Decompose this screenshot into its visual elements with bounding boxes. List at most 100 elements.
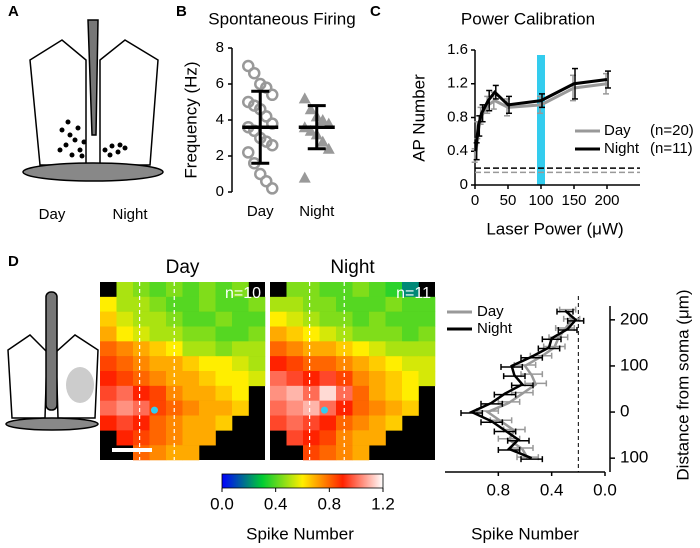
heatmap-cell: [303, 296, 320, 312]
soma-marker: [150, 406, 158, 414]
heatmap-cell: [232, 282, 249, 298]
schematic-a: [22, 19, 164, 182]
heatmap-cell: [199, 356, 216, 372]
heatmap-cell: [182, 445, 200, 461]
colorbar-tick-label: 0.0: [210, 494, 234, 513]
heatmap-cell: [116, 385, 134, 401]
schematic-label: Day: [39, 206, 66, 223]
data-point: [304, 124, 317, 136]
heatmap-cell: [303, 445, 320, 461]
heatmap-cell: [149, 415, 167, 431]
heatmap-cell: [182, 430, 200, 446]
y-tick-label: 200: [620, 309, 648, 328]
data-point: [316, 135, 329, 147]
heatmap-cell: [248, 371, 266, 387]
heatmap-cell: [133, 385, 150, 401]
heatmap-cell: [149, 311, 167, 327]
heatmap-cell: [199, 371, 216, 387]
heatmap-cell: [352, 430, 370, 446]
x-tick-label: 200: [594, 192, 619, 209]
colorbar-tick-label: 0.8: [318, 494, 342, 513]
heatmap-cell: [270, 326, 287, 342]
heatmap-cell: [418, 356, 436, 372]
y-tick-label: 1.2: [447, 75, 468, 92]
heatmap-cell: [303, 430, 320, 446]
heatmap-cell: [133, 311, 150, 327]
heatmap-cell: [100, 356, 117, 372]
heatmap-cell: [215, 311, 233, 327]
heatmap-cell: [319, 385, 337, 401]
heatmap-cell: [402, 296, 419, 312]
heatmap-cell: [100, 385, 117, 401]
heatmap-cell: [232, 326, 249, 342]
y-tick-label: 1.6: [447, 41, 468, 58]
data-point: [304, 103, 317, 115]
heatmap-cell: [270, 296, 287, 312]
heatmap-cell: [133, 415, 150, 431]
heatmap-cell: [199, 385, 216, 401]
heatmap-cell: [149, 430, 167, 446]
data-point: [316, 114, 329, 125]
heatmap-cell: [352, 296, 370, 312]
heatmap-cell: [319, 326, 337, 342]
heatmap-cell: [352, 311, 370, 327]
data-point: [298, 92, 311, 104]
map-title: Day: [166, 257, 200, 278]
x-axis-label: Spike Number: [471, 524, 579, 543]
heatmap-cell: [166, 385, 183, 401]
heatmap-cell: [232, 371, 249, 387]
heatmap-cell: [166, 356, 183, 372]
heatmap-cell: [199, 341, 216, 357]
heatmap-cell: [303, 311, 320, 327]
data-line: [485, 310, 574, 459]
data-point: [266, 88, 279, 102]
heatmap-cell: [303, 326, 320, 342]
x-tick-label: 0.4: [540, 480, 564, 499]
heatmap-cell: [133, 341, 150, 357]
heatmap-cell: [100, 400, 117, 416]
y-tick-label: 0: [460, 176, 468, 193]
heatmap-cell: [215, 371, 233, 387]
colorbar-label: Spike Number: [246, 524, 354, 543]
heatmap-cell: [116, 282, 134, 298]
colorbar: [221, 473, 384, 489]
heatmap-cell: [270, 371, 287, 387]
panel-label: B: [176, 3, 187, 20]
data-point: [266, 138, 279, 152]
heatmap-cell: [336, 356, 353, 372]
heatmap-cell: [149, 445, 167, 461]
heatmap-cell: [319, 282, 337, 298]
heatmap-cell: [303, 282, 320, 298]
heatmap-cell: [232, 341, 249, 357]
highlight-band: [537, 55, 545, 185]
heatmap-cell: [402, 371, 419, 387]
legend-label: Day: [477, 303, 504, 320]
heatmap-cell: [215, 400, 233, 416]
heatmap-cell: [303, 356, 320, 372]
heatmap-cell: [100, 371, 117, 387]
data-point: [298, 171, 311, 183]
recorded-cells: [57, 119, 128, 159]
heatmap-cell: [303, 400, 320, 416]
heatmap-cell: [385, 282, 403, 298]
heatmap-cell: [248, 311, 266, 327]
heatmap-cell: [182, 400, 200, 416]
heatmap-cell: [270, 311, 287, 327]
heatmap-cell: [182, 385, 200, 401]
heatmap-cell: [402, 385, 419, 401]
legend-label: Night: [604, 140, 640, 157]
heatmap-cell: [182, 356, 200, 372]
heatmap-cell: [182, 282, 200, 298]
heatmap-cell: [369, 385, 386, 401]
heatmap-cell: [418, 326, 436, 342]
heatmap-cell: [286, 311, 304, 327]
data-point: [242, 146, 255, 159]
x-tick-label: Day: [247, 203, 274, 220]
heatmap-cell: [116, 356, 134, 372]
heatmap-cell: [215, 282, 233, 298]
heatmap-cell: [418, 296, 436, 312]
heatmap-cell: [166, 371, 183, 387]
heatmap-cell: [182, 311, 200, 327]
heatmap-cell: [215, 356, 233, 372]
